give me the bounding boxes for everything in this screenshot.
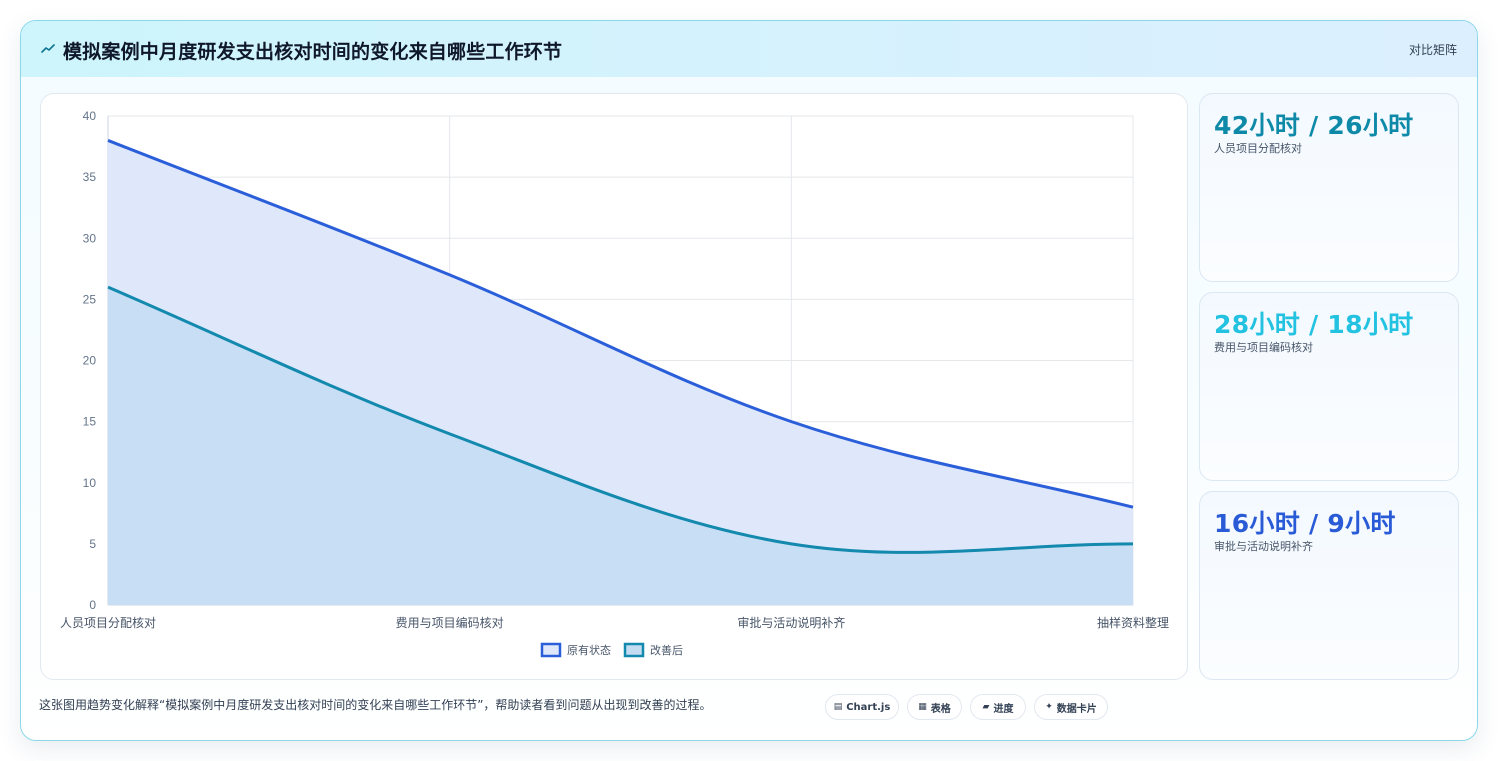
stat-label: 人员项目分配核对 — [1214, 142, 1302, 155]
trend-line-icon — [41, 44, 55, 53]
y-tick-label: 40 — [83, 109, 97, 123]
legend-swatch — [623, 642, 645, 658]
x-tick-label: 人员项目分配核对 — [60, 616, 156, 630]
chip-label: 进度 — [993, 703, 1014, 715]
area-chart: 0 5 10 15 20 25 30 35 40 人员项目分配核对 费用与项目编码核对 审批与活动说明… — [60, 109, 1169, 658]
stat-label: 审批与活动说明补齐 — [1214, 540, 1313, 553]
y-tick-label: 15 — [83, 415, 97, 429]
chart-caption: 这张图用趋势变化解释“模拟案例中月度研发支出核对时间的变化来自哪些工作环节”，帮… — [39, 698, 712, 712]
table-icon: ▦ — [918, 702, 927, 712]
x-tick-label: 抽样资料整理 — [1097, 615, 1169, 630]
card-header: 模拟案例中月度研发支出核对时间的变化来自哪些工作环节 对比矩阵 — [21, 21, 1477, 77]
series-area-2 — [108, 287, 1133, 605]
stat-label: 费用与项目编码核对 — [1214, 341, 1313, 354]
chart-panel: 0 5 10 15 20 25 30 35 40 人员项目分配核对 费用与项目编码核对 审批与活动说明… — [40, 93, 1188, 680]
legend-label: 原有状态 — [567, 643, 611, 657]
y-tick-label: 10 — [83, 476, 97, 490]
view-badge: 对比矩阵 — [1408, 43, 1457, 57]
y-tick-label: 0 — [89, 598, 96, 612]
stat-card-1: 42小时 / 26小时 人员项目分配核对 — [1199, 93, 1459, 282]
y-tick-label: 35 — [83, 170, 97, 184]
page-title: 模拟案例中月度研发支出核对时间的变化来自哪些工作环节 — [63, 41, 563, 63]
stat-value: 16小时 / 9小时 — [1214, 509, 1396, 538]
chip-label: 表格 — [930, 703, 951, 715]
chip-chartjs[interactable]: ▤ Chart.js — [825, 694, 899, 720]
stat-card-3: 16小时 / 9小时 审批与活动说明补齐 — [1199, 491, 1459, 680]
chip-data-cards[interactable]: ✦ 数据卡片 — [1034, 694, 1108, 720]
chart-icon: ▤ — [833, 702, 843, 712]
legend-label: 改善后 — [650, 643, 683, 657]
progress-icon: ▰ — [982, 702, 990, 712]
y-tick-label: 5 — [89, 537, 96, 551]
stat-value: 28小时 / 18小时 — [1214, 310, 1414, 339]
stat-card-2: 28小时 / 18小时 费用与项目编码核对 — [1199, 292, 1459, 481]
series-line-1 — [107, 139, 1134, 509]
stat-value: 42小时 / 26小时 — [1214, 111, 1414, 140]
report-card: 模拟案例中月度研发支出核对时间的变化来自哪些工作环节 对比矩阵 0 5 10 15 20… — [20, 20, 1478, 741]
x-tick-label: 费用与项目编码核对 — [396, 615, 504, 630]
legend-swatch — [540, 642, 562, 658]
y-tick-label: 20 — [83, 354, 97, 368]
chip-progress[interactable]: ▰ 进度 — [970, 694, 1026, 720]
chip-label: 数据卡片 — [1056, 703, 1097, 715]
sparkle-icon: ✦ — [1045, 702, 1053, 712]
x-tick-label: 审批与活动说明补齐 — [737, 615, 845, 630]
chip-table[interactable]: ▦ 表格 — [907, 694, 962, 720]
y-tick-label: 30 — [83, 231, 97, 245]
chip-label: Chart.js — [846, 701, 891, 713]
series-line-2 — [107, 285, 1134, 554]
y-tick-label: 25 — [83, 292, 97, 306]
